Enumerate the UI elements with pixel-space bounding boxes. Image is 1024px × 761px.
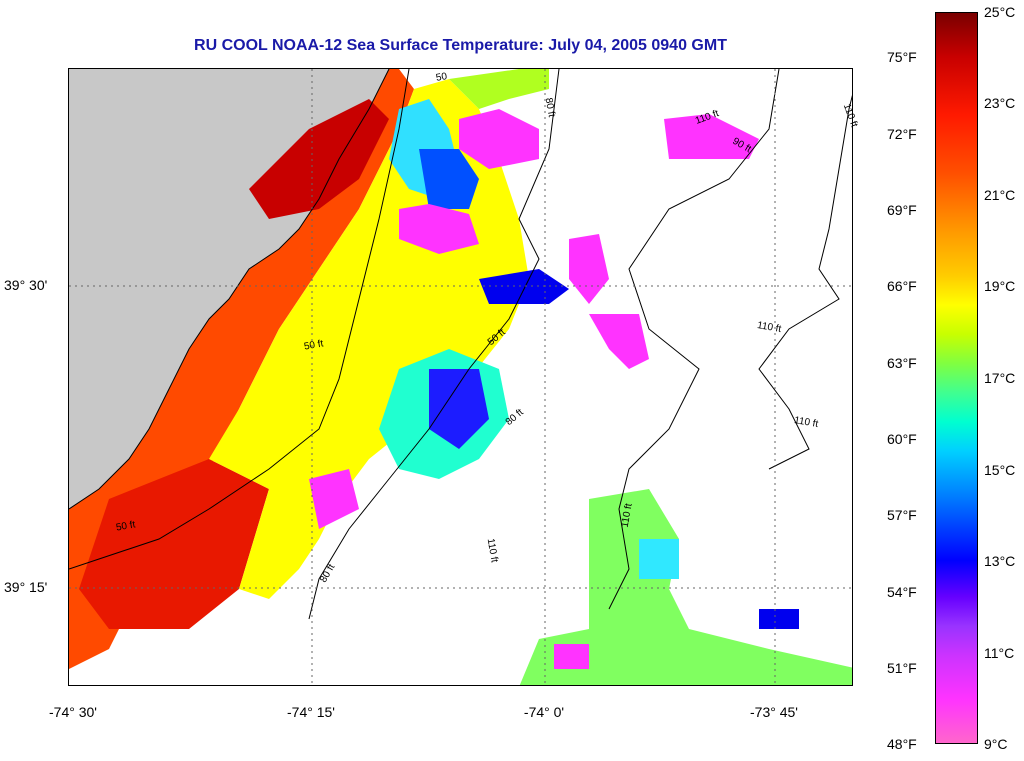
colorbar-c-label: 11°C	[984, 645, 1015, 661]
colorbar-c-label: 25°C	[984, 4, 1016, 20]
sst-cold-patch-east	[479, 269, 569, 304]
sst-coldest-patch-2	[399, 204, 479, 254]
colorbar-f-label: 66°F	[887, 278, 917, 294]
sst-cold-patch-north	[419, 149, 479, 209]
sst-coldest-patch-3	[569, 234, 609, 304]
sst-south-cold-patch	[759, 609, 799, 629]
sst-coldest-patch-4	[589, 314, 649, 369]
sst-map	[68, 68, 853, 686]
lon-label-74-30: -74° 30'	[49, 704, 97, 720]
sst-coldest-patch-1	[459, 109, 539, 169]
colorbar-f-label: 60°F	[887, 431, 917, 447]
contour-label-50: 50	[435, 71, 448, 84]
colorbar-f-label: 48°F	[887, 736, 917, 752]
colorbar-c-label: 23°C	[984, 95, 1016, 111]
coastline	[69, 69, 390, 510]
sst-map-canvas	[69, 69, 852, 685]
colorbar-f-label: 51°F	[887, 660, 917, 676]
colorbar-c-label: 17°C	[984, 370, 1016, 386]
lon-label-73-45: -73° 45'	[750, 704, 798, 720]
sst-hot-inlet	[249, 99, 389, 219]
colorbar-c-label: 13°C	[984, 553, 1016, 569]
colorbar-c-label: 19°C	[984, 278, 1016, 294]
sst-cold-patch-mid	[429, 369, 489, 449]
contour-110ft-far	[758, 94, 852, 470]
lon-label-74-0: -74° 0'	[523, 704, 565, 720]
colorbar-c-label: 9°C	[984, 736, 1008, 752]
sst-south-green-patch	[519, 489, 852, 685]
contour-80ft	[308, 69, 560, 620]
graticule	[69, 69, 852, 685]
colorbar-c-label: 15°C	[984, 462, 1016, 478]
colorbar-f-label: 72°F	[887, 126, 917, 142]
colorbar-c-label: 21°C	[984, 187, 1016, 203]
colorbar-f-label: 63°F	[887, 355, 917, 371]
colorbar-f-label: 57°F	[887, 507, 917, 523]
sst-south-coldest-patch	[554, 644, 589, 669]
sst-coldest-patch-6	[309, 469, 359, 529]
lat-label-39-30: 39° 30'	[4, 277, 48, 293]
contour-110ft-east	[608, 69, 780, 610]
lon-label-74-15: -74° 15'	[287, 704, 335, 720]
map-title: RU COOL NOAA-12 Sea Surface Temperature:…	[194, 37, 727, 54]
sst-coldest-patch-5	[664, 114, 759, 159]
colorbar-f-label: 69°F	[887, 202, 917, 218]
sst-south-cyan-patch	[639, 539, 679, 579]
sst-hot-offshore	[79, 459, 269, 629]
contour-50ft	[69, 69, 410, 570]
colorbar-f-label: 75°F	[887, 49, 917, 65]
colorbar-f-label: 54°F	[887, 584, 917, 600]
lat-label-39-15: 39° 15'	[4, 579, 48, 595]
sst-green-patch	[449, 69, 549, 109]
temperature-colorbar	[935, 12, 978, 744]
